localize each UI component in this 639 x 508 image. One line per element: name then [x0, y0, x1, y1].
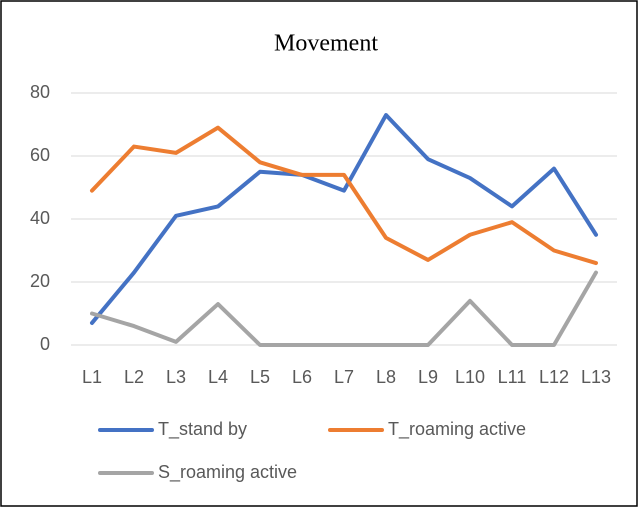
data-line	[90, 270, 598, 347]
x-tick-label: L10	[455, 367, 485, 387]
y-tick-label: 80	[30, 82, 50, 102]
chart-title: Movement	[274, 31, 378, 57]
legend-label: T_stand by	[158, 419, 247, 440]
x-tick-label: L11	[498, 367, 527, 387]
legend-label: T_roaming active	[388, 419, 526, 440]
y-tick-label: 60	[30, 145, 50, 165]
x-tick-label: L8	[376, 367, 396, 387]
legend-label: S_roaming active	[158, 462, 297, 483]
x-tick-label: L12	[539, 367, 569, 387]
x-tick-label: L9	[418, 367, 438, 387]
x-tick-label: L5	[250, 367, 270, 387]
data-line	[90, 113, 598, 325]
x-tick-label: L1	[82, 367, 102, 387]
y-tick-label: 20	[30, 271, 50, 291]
y-tick-label: 40	[30, 208, 50, 228]
x-tick-label: L7	[334, 367, 354, 387]
data-line	[90, 125, 598, 266]
x-tick-label: L13	[581, 367, 611, 387]
y-tick-label: 0	[40, 334, 50, 354]
x-tick-label: L4	[208, 367, 228, 387]
x-tick-label: L3	[166, 367, 186, 387]
x-tick-label: L6	[292, 367, 312, 387]
x-tick-label: L2	[124, 367, 144, 387]
